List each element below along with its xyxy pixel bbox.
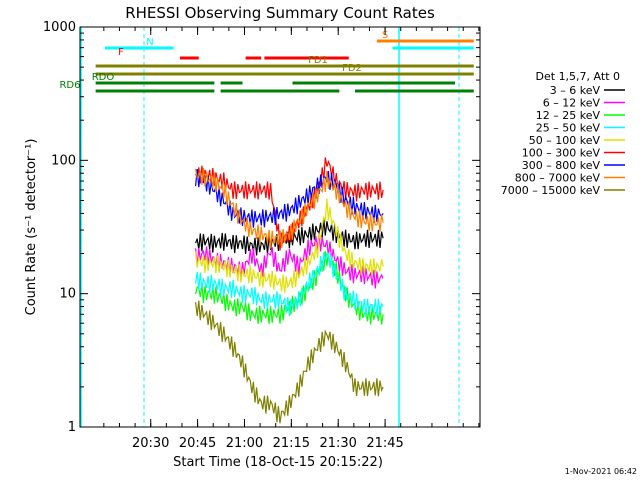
chart-title: RHESSI Observing Summary Count Rates — [125, 4, 435, 22]
flag-label-f: F — [118, 47, 124, 58]
series-line-1 — [195, 218, 384, 256]
series-line-9 — [195, 300, 384, 424]
flag-label-fd2: FD2 — [342, 63, 362, 74]
x-tick-label-4: 21:15 — [273, 436, 310, 451]
y-tick-label-4: 1000 — [43, 20, 76, 35]
legend-label-2: 6 – 12 keV — [543, 97, 601, 110]
series-line-6 — [195, 157, 384, 251]
x-tick-label-3: 21:00 — [226, 436, 263, 451]
y-tick-label-2: 10 — [59, 287, 76, 302]
flag-label-rdo: RDO — [92, 72, 115, 83]
flag-label-rd6: RD6 — [59, 80, 80, 91]
legend-label-7: 300 – 800 keV — [522, 159, 601, 172]
series-line-2 — [195, 232, 384, 289]
legend-header: Det 1,5,7, Att 0 — [536, 70, 620, 83]
y-axis-label: Count Rate (s⁻¹ detector⁻¹) — [24, 139, 39, 316]
plot-frame — [79, 26, 481, 428]
legend-label-9: 7000 – 15000 keV — [501, 184, 601, 197]
flag-label-n: N — [146, 37, 153, 48]
footer-timestamp: 1-Nov-2021 06:42 — [565, 467, 637, 476]
series-line-8 — [195, 168, 384, 249]
legend-label-3: 12 – 25 keV — [536, 109, 601, 122]
flag-label-s: S — [382, 30, 388, 41]
x-axis-label: Start Time (18-Oct-15 20:15:22) — [173, 455, 383, 470]
legend-label-4: 25 – 50 keV — [536, 122, 601, 135]
x-tick-label-2: 20:45 — [179, 436, 216, 451]
x-tick-label-6: 21:45 — [366, 436, 403, 451]
series-line-5 — [195, 198, 384, 293]
y-tick-label-3: 100 — [51, 153, 76, 168]
legend-label-5: 50 – 100 keV — [529, 134, 601, 147]
x-tick-label-1: 20:30 — [132, 436, 169, 451]
axes: 1 10 100 1000 20:30 20:45 21:00 21:15 21:30 21:45 — [43, 20, 480, 451]
legend-label-1: 3 – 6 keV — [550, 84, 601, 97]
x-tick-label-5: 21:30 — [319, 436, 356, 451]
plot-area: N F S FD1 FD2 RDO RD6 — [59, 27, 474, 427]
y-tick-label-1: 1 — [68, 420, 76, 435]
legend-label-6: 100 – 300 keV — [522, 147, 601, 160]
plot-clip-group — [80, 27, 474, 427]
flag-label-fd1: FD1 — [308, 55, 328, 66]
legend-label-8: 800 – 7000 keV — [515, 172, 601, 185]
series-line-4 — [195, 252, 384, 317]
series-line-3 — [195, 250, 384, 325]
